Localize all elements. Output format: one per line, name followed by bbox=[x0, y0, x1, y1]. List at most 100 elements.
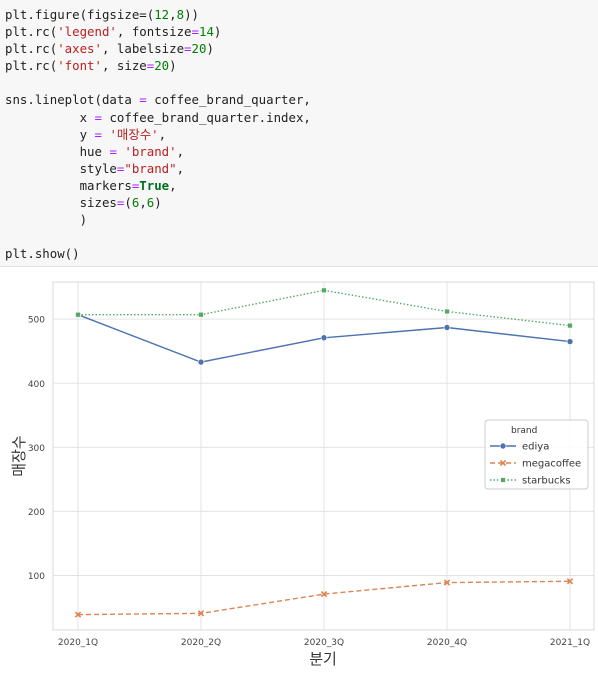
y-axis-label: 매장수 bbox=[10, 435, 28, 476]
data-point bbox=[197, 610, 205, 617]
data-point bbox=[74, 611, 82, 618]
code-token: , bbox=[176, 160, 185, 176]
code-line: plt.figure(figsize=(12,8)) bbox=[5, 6, 598, 23]
code-token: 'font' bbox=[57, 58, 102, 74]
code-token: 6 bbox=[146, 195, 155, 211]
legend: brand ediya megacoffee starbucks bbox=[484, 419, 589, 490]
code-line bbox=[5, 228, 598, 245]
data-point bbox=[567, 322, 573, 329]
data-point-stroke bbox=[443, 579, 451, 586]
code-token: plt.figure(figsize= bbox=[5, 7, 147, 22]
code-token: , bbox=[169, 177, 177, 193]
series-megacoffee bbox=[74, 578, 574, 618]
plot-frame bbox=[52, 281, 595, 631]
data-point bbox=[198, 312, 204, 318]
data-point bbox=[321, 287, 327, 293]
code-token: sns.lineplot(data bbox=[5, 92, 140, 108]
code-token: 'legend' bbox=[57, 24, 117, 40]
code-line bbox=[5, 74, 598, 91]
code-token: = bbox=[131, 177, 140, 193]
series-layer bbox=[74, 287, 574, 618]
code-token: coffee_brand_quarter.index, bbox=[102, 109, 311, 125]
code-line: hue = 'brand', bbox=[5, 143, 598, 160]
code-token: True bbox=[139, 177, 170, 193]
code-token: 6 bbox=[131, 195, 140, 211]
series-ediya bbox=[74, 311, 574, 366]
y-tick-label: 100 bbox=[28, 572, 45, 582]
code-token: 20 bbox=[191, 41, 207, 57]
data-point bbox=[443, 579, 451, 586]
x-tick-label: 2020_4Q bbox=[427, 638, 467, 648]
series-line-starbucks bbox=[78, 289, 571, 327]
code-token: , fontsize bbox=[116, 24, 192, 40]
data-point bbox=[75, 312, 81, 318]
code-token: , bbox=[176, 143, 185, 159]
x-axis-label: 분기 bbox=[309, 650, 337, 668]
code-token: ) bbox=[5, 212, 88, 228]
code-token: , bbox=[139, 195, 147, 211]
code-token: = bbox=[94, 109, 102, 125]
code-token: markers bbox=[5, 177, 132, 193]
tick-labels: 100 200 300 400 500 2020_1Q 2020_2Q 2020_3Q 2020… bbox=[28, 316, 590, 648]
code-token: ( bbox=[146, 7, 155, 22]
code-token: plt.rc( bbox=[5, 41, 58, 57]
data-point-stroke bbox=[74, 611, 82, 618]
code-token: 'brand' bbox=[124, 143, 177, 159]
code-line: x = coffee_brand_quarter.index, bbox=[5, 109, 598, 126]
code-line: plt.rc('legend', fontsize=14) bbox=[5, 23, 598, 40]
code-line: plt.rc('axes', labelsize=20) bbox=[5, 40, 598, 57]
code-line: sns.lineplot(data = coffee_brand_quarter… bbox=[5, 91, 598, 108]
code-token: = bbox=[184, 41, 192, 57]
code-token: 12 bbox=[154, 7, 170, 22]
code-line: markers=True, bbox=[5, 177, 598, 194]
code-token: = bbox=[191, 24, 199, 40]
y-tick-label: 200 bbox=[28, 508, 45, 518]
code-token: plt.rc( bbox=[5, 24, 58, 40]
data-point bbox=[499, 442, 507, 450]
line-chart: 100 200 300 400 500 2020_1Q 2020_2Q 2020_3Q 2020… bbox=[10, 281, 595, 668]
data-point bbox=[500, 477, 506, 483]
code-token: , bbox=[169, 7, 177, 22]
code-token: coffee_brand_quarter, bbox=[146, 92, 311, 108]
code-token: sizes bbox=[5, 195, 117, 211]
legend-entry-ediya: ediya bbox=[490, 442, 549, 453]
code-token: = bbox=[116, 160, 125, 176]
code-line: plt.show() bbox=[5, 245, 598, 262]
series-starbucks bbox=[75, 287, 573, 329]
data-point bbox=[443, 324, 451, 331]
data-point bbox=[320, 334, 328, 342]
legend-box bbox=[484, 419, 589, 490]
code-token: 'axes' bbox=[57, 41, 102, 57]
data-point-stroke bbox=[566, 578, 574, 585]
code-token: )) bbox=[184, 7, 199, 22]
x-tick-label: 2020_3Q bbox=[304, 638, 344, 648]
legend-label: starbucks bbox=[522, 476, 571, 487]
code-token: 8 bbox=[176, 7, 185, 22]
data-point bbox=[566, 578, 574, 585]
code-token: 14 bbox=[198, 24, 214, 40]
code-token: 20 bbox=[154, 58, 170, 74]
legend-entry-starbucks: starbucks bbox=[490, 476, 571, 487]
code-token: , bbox=[158, 126, 167, 142]
data-point-stroke bbox=[320, 590, 328, 598]
code-token: style bbox=[5, 160, 117, 176]
code-token: x bbox=[5, 109, 95, 125]
plot-output: 100 200 300 400 500 2020_1Q 2020_2Q 2020_3Q 2020… bbox=[0, 268, 598, 673]
code-token: , labelsize bbox=[101, 41, 185, 57]
code-token: = bbox=[116, 195, 125, 211]
code-token: ( bbox=[124, 195, 132, 211]
data-point bbox=[444, 308, 450, 315]
legend-label: ediya bbox=[522, 442, 549, 453]
code-token: = bbox=[146, 58, 155, 74]
code-line: style="brand", bbox=[5, 160, 598, 177]
code-token: ) bbox=[213, 24, 222, 40]
data-point-stroke bbox=[197, 610, 205, 617]
code-cell[interactable]: plt.figure(figsize=(12,8)) plt.rc('legend… bbox=[0, 0, 598, 266]
code-line: y = '매장수', bbox=[5, 126, 598, 143]
series-line-megacoffee bbox=[77, 580, 571, 616]
code-token: ) bbox=[154, 195, 162, 211]
code-token: plt.rc( bbox=[5, 58, 58, 74]
code-token: "brand" bbox=[124, 160, 177, 176]
code-token: plt.show() bbox=[5, 246, 80, 262]
code-token: hue bbox=[5, 143, 110, 159]
